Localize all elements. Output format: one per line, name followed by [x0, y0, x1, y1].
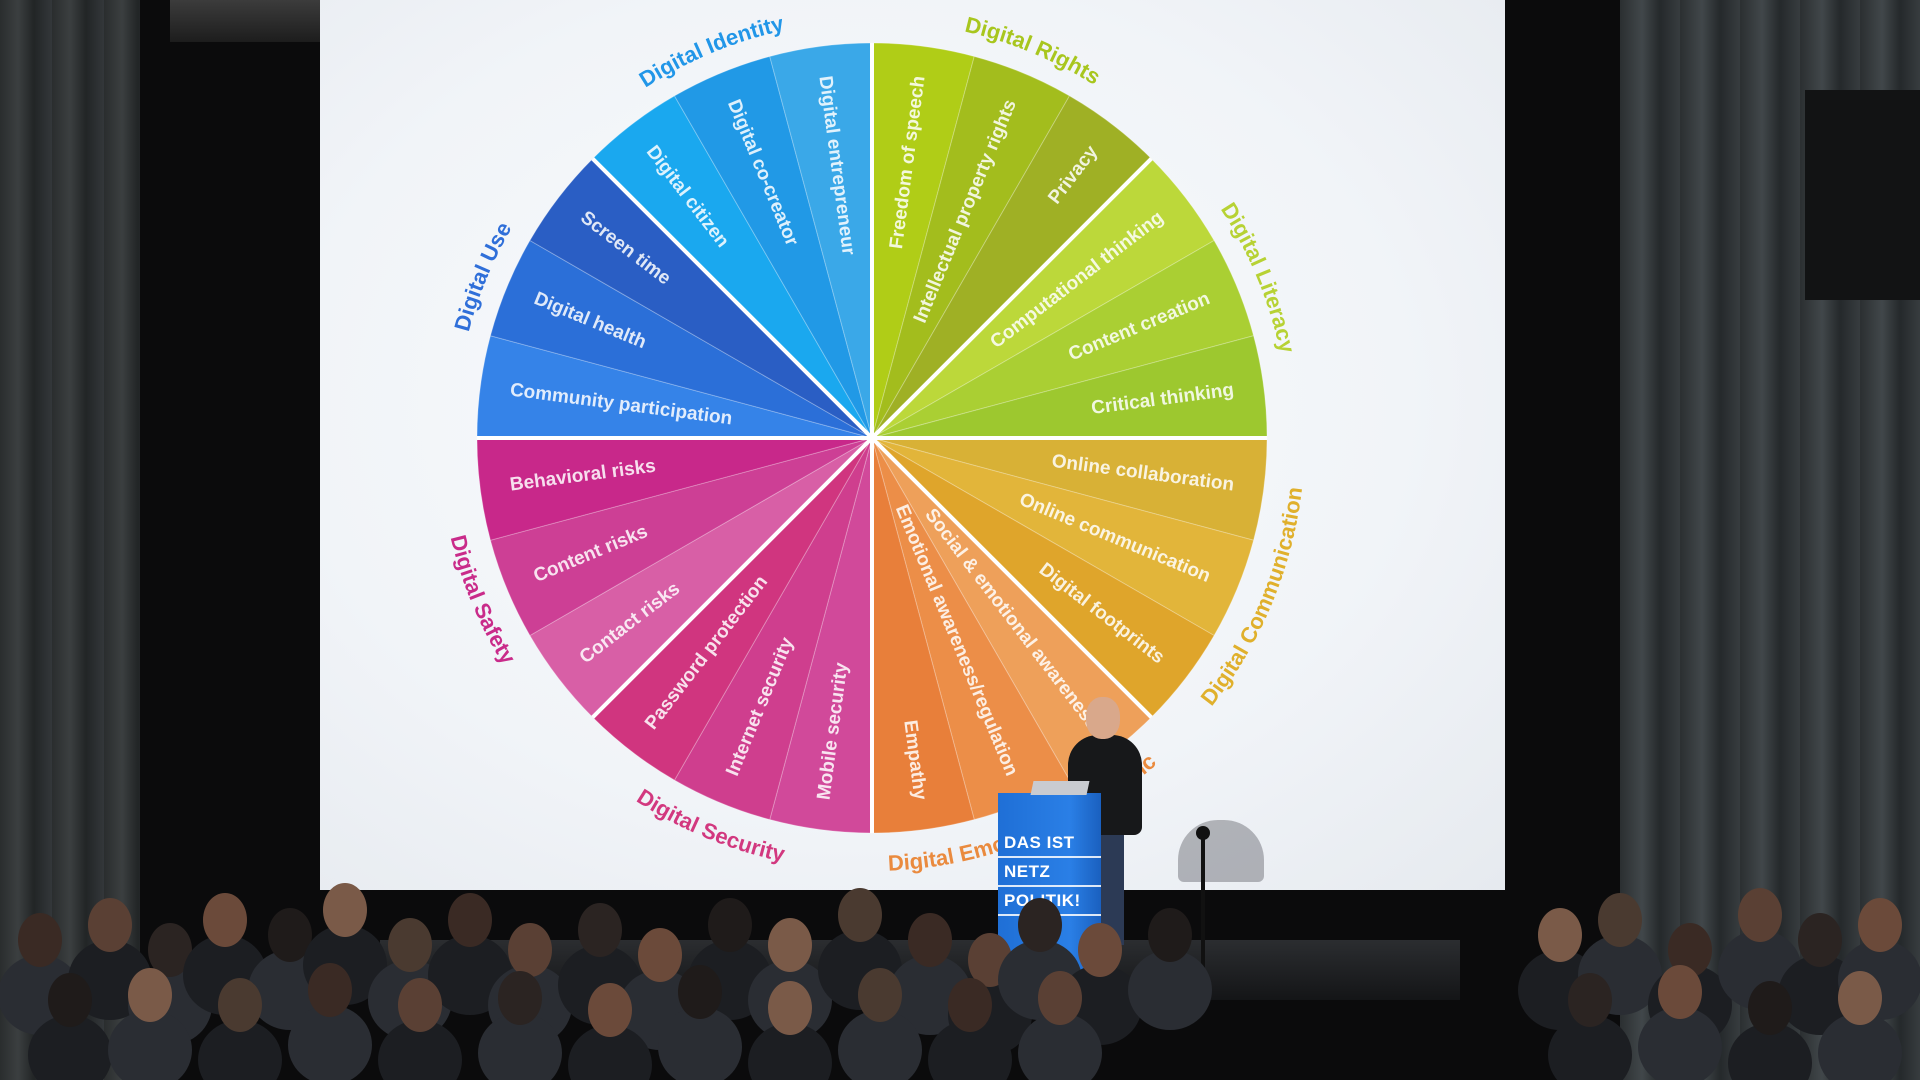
audience-body — [838, 1010, 922, 1080]
audience-body — [568, 1025, 652, 1080]
audience-head — [1838, 971, 1882, 1025]
wheel-slice — [489, 239, 873, 439]
category-divider — [591, 436, 874, 719]
audience-head — [1668, 923, 1712, 977]
projection-screen: Digital citizen Digital co-creator Digital… — [320, 0, 1505, 890]
audience-head — [508, 923, 552, 977]
audience-head — [858, 968, 902, 1022]
audience-head — [768, 981, 812, 1035]
audience-head — [498, 971, 542, 1025]
audience-body — [928, 1020, 1012, 1080]
speaker-shadow — [1178, 820, 1264, 882]
audience-head — [148, 923, 192, 977]
audience-head — [678, 965, 722, 1019]
audience-body — [108, 1010, 192, 1080]
wheel-slice — [673, 55, 873, 439]
audience-body — [28, 1015, 112, 1080]
audience-heads — [0, 883, 1920, 1080]
laptop — [1030, 781, 1090, 795]
audience-body — [1638, 1007, 1722, 1080]
wall-speaker — [1805, 90, 1920, 300]
audience-head — [308, 963, 352, 1017]
audience-head — [1598, 893, 1642, 947]
audience-head — [908, 913, 952, 967]
audience-head — [1568, 973, 1612, 1027]
audience-head — [323, 883, 367, 937]
category-divider — [870, 157, 1153, 440]
audience-head — [388, 918, 432, 972]
audience-head — [1018, 898, 1062, 952]
audience-head — [268, 908, 312, 962]
audience-body — [288, 1005, 372, 1080]
audience-head — [1748, 981, 1792, 1035]
audience-body — [1018, 1013, 1102, 1080]
audience — [0, 880, 1920, 1080]
podium-sign: DAS IST NETZ POLITIK! — [998, 829, 1101, 916]
audience-head — [1798, 913, 1842, 967]
audience-head — [1858, 898, 1902, 952]
audience-body — [658, 1007, 742, 1080]
audience-head — [578, 903, 622, 957]
microphone-stand — [1201, 832, 1205, 992]
audience-head — [838, 888, 882, 942]
podium-line-2: NETZ — [998, 858, 1101, 887]
audience-body — [1818, 1013, 1902, 1080]
wheel-slice — [871, 55, 1071, 439]
audience-head — [398, 978, 442, 1032]
category-divider — [870, 436, 1153, 719]
category-divider — [591, 157, 874, 440]
audience-head — [708, 898, 752, 952]
audience-head — [203, 893, 247, 947]
audience-body — [748, 1023, 832, 1080]
audience-head — [448, 893, 492, 947]
podium-line-1: DAS IST — [998, 829, 1101, 858]
audience-head — [588, 983, 632, 1037]
audience-body — [1128, 950, 1212, 1030]
audience-head — [128, 968, 172, 1022]
audience-head — [1038, 971, 1082, 1025]
wheel-slice — [489, 437, 873, 637]
audience-body — [378, 1020, 462, 1080]
audience-head — [218, 978, 262, 1032]
audience-head — [1538, 908, 1582, 962]
audience-head — [638, 928, 682, 982]
wheel-slice — [673, 437, 873, 821]
wheel-slice — [871, 437, 1255, 637]
audience-head — [1658, 965, 1702, 1019]
audience-head — [48, 973, 92, 1027]
audience-head — [1148, 908, 1192, 962]
audience-head — [1078, 923, 1122, 977]
audience-body — [1548, 1015, 1632, 1080]
audience-body — [478, 1013, 562, 1080]
audience-body — [198, 1020, 282, 1080]
audience-body — [1728, 1023, 1812, 1080]
wheel-slice — [871, 239, 1255, 439]
audience-head — [768, 918, 812, 972]
audience-head — [88, 898, 132, 952]
audience-head — [1738, 888, 1782, 942]
audience-head — [18, 913, 62, 967]
presenter-head — [1086, 697, 1120, 739]
audience-head — [948, 978, 992, 1032]
